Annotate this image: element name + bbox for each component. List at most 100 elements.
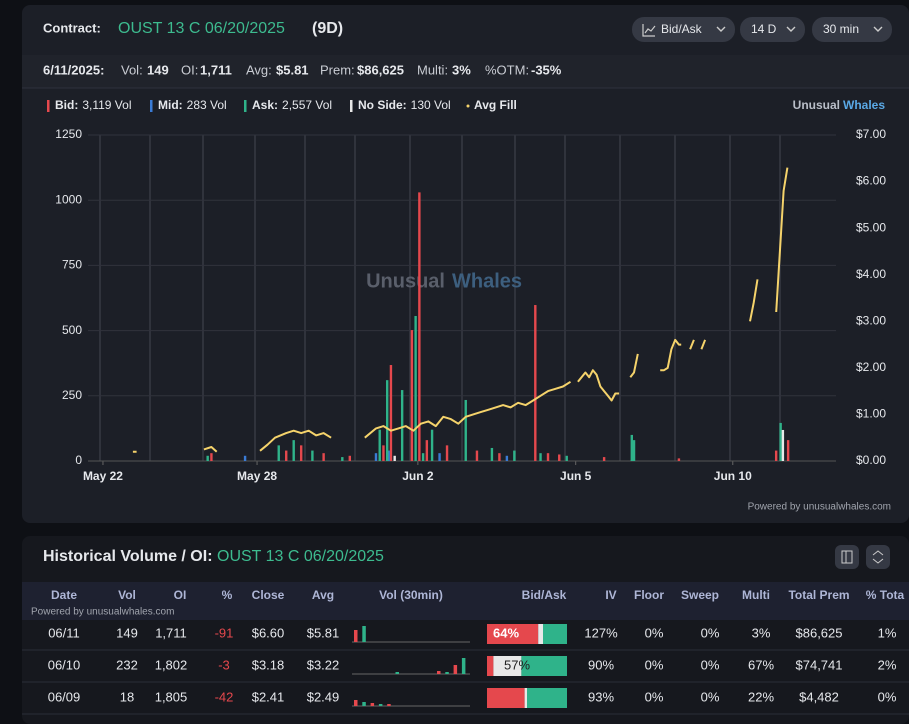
summary-value: $86,625	[357, 62, 404, 77]
volume-bar	[374, 453, 378, 461]
legend-total: 283 Vol	[187, 98, 227, 112]
y2-tick-label: $4.00	[856, 267, 886, 281]
volume-bar	[602, 457, 606, 461]
table-icon[interactable]	[866, 545, 890, 569]
mini-bar	[362, 702, 366, 706]
cell: 0%	[878, 689, 897, 704]
cell: 18	[120, 689, 134, 704]
bid-ask-segment	[493, 656, 522, 676]
table-title: Historical Volume / OI:	[43, 548, 213, 565]
volume-bar	[565, 455, 568, 461]
legend-total: 130 Vol	[411, 98, 451, 112]
column-header: Bid/Ask	[522, 588, 567, 602]
bid-ask-segment	[524, 688, 527, 708]
cell: -42	[215, 689, 234, 704]
bid-ask-segment	[521, 656, 567, 676]
volume-bar	[414, 315, 417, 461]
bid-ask-segment	[543, 624, 567, 644]
cell: 06/11	[48, 625, 80, 640]
y2-tick-label: $1.00	[856, 407, 886, 421]
volume-bar	[505, 455, 509, 461]
mini-bar	[354, 630, 358, 642]
y2-tick-label: $6.00	[856, 174, 886, 188]
dropdown[interactable]	[812, 17, 892, 42]
legend-marker	[466, 104, 470, 108]
brand: Unusual	[793, 98, 840, 112]
bid-ask-segment	[527, 688, 567, 708]
y-tick-label: 1250	[55, 127, 82, 141]
powered-by: Powered by unusualwhales.com	[748, 502, 891, 513]
cell: 1%	[878, 625, 897, 640]
column-header: Date	[51, 588, 77, 602]
legend-name: Mid:	[158, 98, 183, 112]
content: Contract: OUST 13 C 06/20/2025 (9D) Bid/Ask…	[22, 17, 909, 715]
volume-bar	[779, 422, 782, 461]
cell: -3	[218, 657, 230, 672]
legend-total: 3,119 Vol	[82, 98, 131, 112]
mini-bar	[354, 700, 358, 706]
cell: 1,711	[155, 625, 187, 640]
volume-bar	[425, 440, 429, 461]
mini-bar	[378, 704, 383, 706]
cell: 127%	[584, 625, 618, 640]
volume-bar	[430, 429, 434, 461]
chevron	[786, 26, 796, 32]
cell: 06/10	[48, 657, 81, 672]
icon-glyph	[872, 550, 884, 564]
volume-bar	[322, 453, 325, 461]
volume-bar	[378, 429, 381, 461]
summary-value: 3%	[452, 62, 471, 77]
column-header: Vol	[118, 588, 136, 602]
dropdown[interactable]	[632, 17, 735, 42]
column-header: Multi	[742, 588, 770, 602]
mini-bar	[395, 672, 399, 674]
legend-name: Ask:	[252, 98, 278, 112]
volume-bar	[445, 445, 449, 461]
y-tick-label: 750	[62, 258, 82, 272]
cell: 1,805	[155, 689, 188, 704]
volume-bar	[389, 365, 393, 461]
x-tick-label: Jun 5	[560, 469, 592, 483]
volume-bar	[277, 445, 280, 461]
volume-bar	[382, 445, 385, 461]
column-header: % Tota	[866, 588, 905, 602]
cell: 232	[116, 657, 138, 672]
cell: $6.60	[252, 625, 285, 640]
contract: OUST 13 C 06/20/2025	[118, 20, 285, 37]
volume-bar	[558, 454, 561, 461]
powered-by: Powered by unusualwhales.com	[31, 607, 174, 618]
mini-bar	[362, 626, 366, 642]
dropdown[interactable]	[740, 17, 805, 42]
cell: $74,741	[796, 657, 843, 672]
cell: $2.49	[307, 689, 340, 704]
summary-value: $5.81	[276, 62, 309, 77]
bid-ask-segment	[487, 656, 494, 676]
column-header: %	[222, 588, 233, 602]
summary-strip	[22, 55, 909, 88]
cell: 0%	[645, 625, 664, 640]
volume-bar	[311, 450, 314, 461]
mini-bar	[461, 658, 466, 674]
x-tick-label: Jun 10	[714, 469, 752, 483]
table-icon[interactable]	[835, 545, 859, 569]
cell: $86,625	[796, 625, 843, 640]
volume-bar	[243, 455, 247, 461]
cell: 93%	[588, 689, 614, 704]
cell: -91	[215, 625, 234, 640]
cell: 06/09	[48, 689, 81, 704]
y2-tick-label: $2.00	[856, 360, 886, 374]
cell: 0%	[645, 689, 664, 704]
volume-bar	[546, 453, 550, 461]
x-tick-label: May 28	[237, 469, 277, 483]
volume-bar	[206, 455, 209, 461]
summary-value: 1,711	[200, 62, 232, 77]
legend-marker	[150, 100, 153, 112]
y-tick-label: 1000	[55, 192, 82, 206]
legend-marker	[47, 100, 50, 112]
volume-bar	[393, 455, 396, 461]
column-header: Sweep	[681, 588, 719, 602]
column-header: Floor	[634, 588, 664, 602]
volume-bar	[774, 450, 778, 461]
y2-tick-label: $7.00	[856, 127, 886, 141]
